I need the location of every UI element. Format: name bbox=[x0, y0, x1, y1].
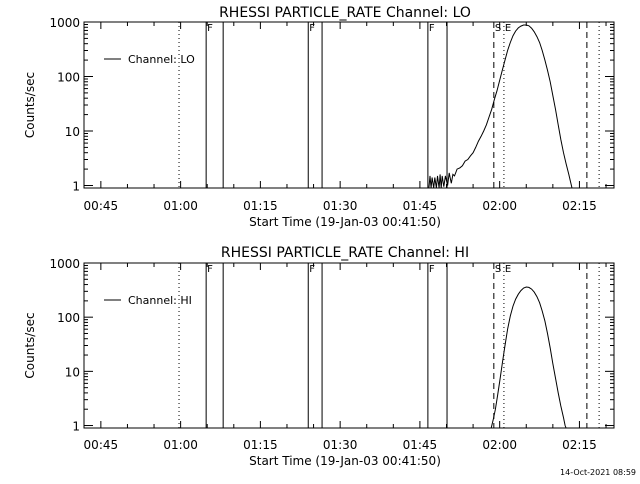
event-marker-label: F bbox=[309, 264, 315, 275]
y-tick-label: 1 bbox=[72, 420, 80, 434]
legend-label: Channel: LO bbox=[128, 53, 195, 66]
chart-title: RHESSI PARTICLE_RATE Channel: HI bbox=[221, 245, 469, 261]
event-marker-label: E bbox=[505, 264, 511, 275]
event-marker-label: F bbox=[429, 23, 435, 34]
x-axis-label: Start Time (19-Jan-03 00:41:50) bbox=[249, 454, 441, 468]
y-axis-label: Counts/sec bbox=[23, 312, 37, 378]
chart-title: RHESSI PARTICLE_RATE Channel: LO bbox=[219, 5, 471, 21]
panel-2: RHESSI PARTICLE_RATE Channel: HI 00:45 01:… bbox=[23, 245, 615, 468]
x-tick-label: 02:15 bbox=[562, 199, 597, 213]
event-marker-label: E bbox=[505, 23, 511, 34]
x-tick-label: 00:45 bbox=[84, 199, 119, 213]
y-tick-label: 1000 bbox=[49, 257, 80, 271]
y-tick-label: 10 bbox=[65, 125, 80, 139]
y-tick-label: 1000 bbox=[49, 16, 80, 30]
x-axis-label: Start Time (19-Jan-03 00:41:50) bbox=[249, 215, 441, 229]
x-tick-label: 02:00 bbox=[482, 438, 517, 452]
x-tick-label: 01:45 bbox=[403, 199, 438, 213]
series-line bbox=[428, 24, 573, 189]
y-tick-label: 1 bbox=[72, 180, 80, 194]
y-tick-label: 100 bbox=[57, 71, 80, 85]
x-tick-label: 02:15 bbox=[562, 438, 597, 452]
x-tick-label: 01:45 bbox=[403, 438, 438, 452]
x-tick-label: 01:15 bbox=[243, 199, 278, 213]
event-marker-label: F bbox=[207, 264, 213, 275]
event-marker-label: S bbox=[495, 23, 501, 34]
x-tick-label: 01:00 bbox=[163, 438, 198, 452]
x-tick-label: 00:45 bbox=[84, 438, 119, 452]
event-marker-label: F bbox=[429, 264, 435, 275]
series-line bbox=[490, 286, 567, 429]
y-tick-label: 10 bbox=[65, 365, 80, 379]
event-marker-label: F bbox=[309, 23, 315, 34]
x-tick-label: 01:15 bbox=[243, 438, 278, 452]
y-tick-label: 100 bbox=[57, 311, 80, 325]
footer-timestamp: 14-Oct-2021 08:59 bbox=[560, 468, 636, 477]
x-tick-label: 02:00 bbox=[482, 199, 517, 213]
legend-label: Channel: HI bbox=[128, 294, 192, 307]
event-marker-label: F bbox=[207, 23, 213, 34]
x-tick-label: 01:00 bbox=[163, 199, 198, 213]
x-tick-label: 01:30 bbox=[323, 438, 358, 452]
y-axis-label: Counts/sec bbox=[23, 72, 37, 138]
event-marker-label: S bbox=[495, 264, 501, 275]
panels-group: RHESSI PARTICLE_RATE Channel: LO 00:45 01:… bbox=[23, 5, 615, 468]
panel-1: RHESSI PARTICLE_RATE Channel: LO 00:45 01:… bbox=[23, 5, 615, 229]
x-tick-label: 01:30 bbox=[323, 199, 358, 213]
